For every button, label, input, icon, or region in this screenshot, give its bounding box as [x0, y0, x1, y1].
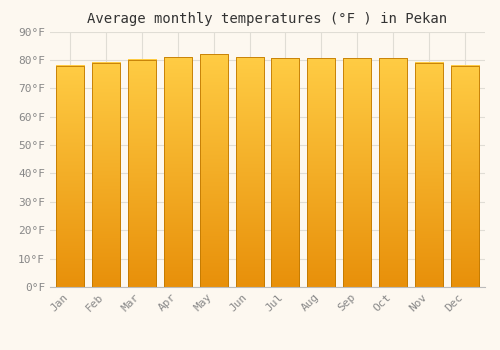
Bar [344, 58, 371, 287]
Bar [128, 60, 156, 287]
Bar [164, 57, 192, 287]
Title: Average monthly temperatures (°F ) in Pekan: Average monthly temperatures (°F ) in Pe… [88, 12, 448, 26]
Bar [451, 65, 479, 287]
Bar [92, 63, 120, 287]
Bar [308, 58, 336, 287]
Bar [272, 58, 299, 287]
Bar [380, 58, 407, 287]
Bar [236, 57, 264, 287]
Bar [416, 63, 444, 287]
Bar [200, 54, 228, 287]
Bar [56, 65, 84, 287]
